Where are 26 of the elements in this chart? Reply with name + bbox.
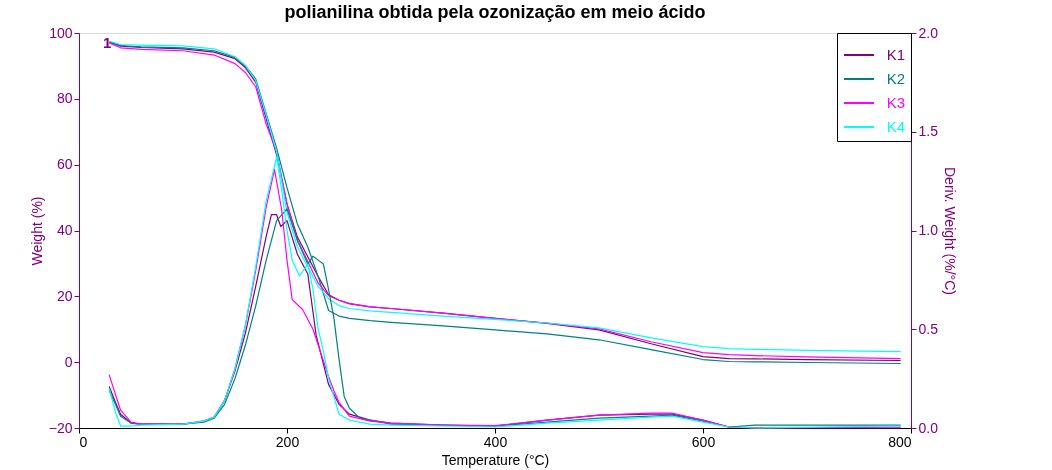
y2-axis-title: Deriv. Weight (%/°C) <box>941 167 958 295</box>
legend-label: K2 <box>886 70 905 87</box>
y2-tick-label: 0.0 <box>918 419 939 436</box>
legend-label: K1 <box>886 46 905 63</box>
x-tick-label: 800 <box>888 433 912 450</box>
x-axis-title: Temperature (°C) <box>441 451 550 468</box>
y-tick-label: 0 <box>64 353 73 370</box>
y-tick-label: 40 <box>56 222 73 238</box>
x-tick-label: 400 <box>483 433 508 450</box>
legend-label: K3 <box>886 94 905 111</box>
chart-title: polianilina obtida pela ozonização em meio ácido <box>284 2 706 22</box>
y-tick-label: 80 <box>56 90 73 107</box>
legend-label: K4 <box>886 118 905 135</box>
y-tick-label: 60 <box>56 156 73 173</box>
y2-tick-label: 1.0 <box>918 222 939 238</box>
x-tick-label: 0 <box>79 433 88 450</box>
y-tick-label: −20 <box>48 419 73 436</box>
y2-tick-label: 1.5 <box>918 123 939 140</box>
y-axis-title: Weight (%) <box>28 196 45 266</box>
x-tick-label: 200 <box>275 433 300 450</box>
x-tick-label: 600 <box>691 433 716 450</box>
y2-tick-label: 2.0 <box>918 24 939 41</box>
y2-tick-label: 0.5 <box>918 320 939 337</box>
y-tick-label: 100 <box>49 24 73 41</box>
annotation: 1 <box>102 33 112 51</box>
y-tick-label: 20 <box>56 287 73 304</box>
